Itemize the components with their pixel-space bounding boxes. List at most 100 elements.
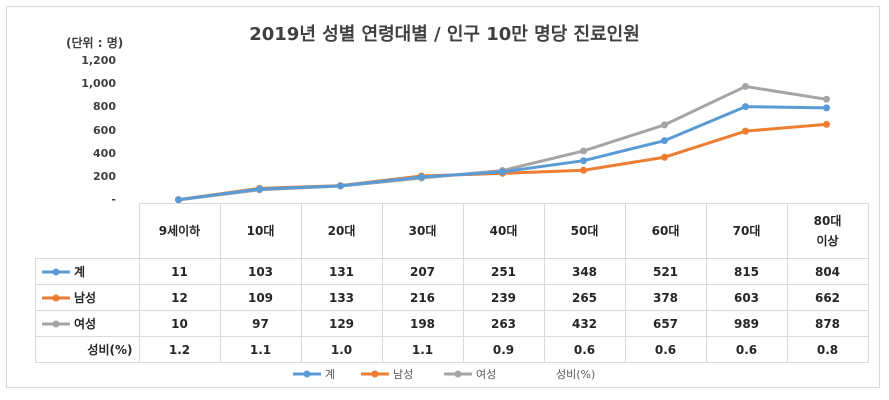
- category-label: 80대 이상: [786, 203, 869, 259]
- legend-key-icon: [361, 370, 389, 378]
- table-cell: 129: [300, 310, 383, 337]
- data-point: [337, 182, 344, 190]
- unit-label: (단위 : 명): [66, 36, 124, 50]
- table-cell: 0.6: [705, 336, 788, 363]
- data-point: [499, 168, 506, 176]
- table-cell: 1.1: [219, 336, 302, 363]
- table-cell: 878: [786, 310, 869, 337]
- table-corner-cell: [35, 203, 140, 259]
- legend-key-icon: [42, 294, 70, 301]
- table-cell: 804: [786, 258, 869, 285]
- legend-label: 여성: [476, 368, 497, 381]
- table-cell: 0.8: [786, 336, 869, 363]
- legend-label: 남성: [393, 368, 414, 381]
- category-label: 60대: [624, 203, 707, 259]
- data-point: [580, 166, 587, 174]
- row-label: 남성: [74, 291, 97, 305]
- legend-label: 계: [325, 368, 336, 381]
- table-cell: 0.6: [543, 336, 626, 363]
- table-cell: 11: [138, 258, 221, 285]
- category-label: 40대: [462, 203, 545, 259]
- category-label: 70대: [705, 203, 788, 259]
- y-tick-label: 1,000: [81, 77, 116, 91]
- data-point: [823, 95, 830, 103]
- table-cell: 378: [624, 284, 707, 311]
- data-point: [175, 196, 182, 204]
- legend-key-icon: [42, 320, 70, 327]
- y-tick-label: 200: [93, 169, 116, 183]
- legend-key-icon: [42, 268, 70, 275]
- table-cell: 239: [462, 284, 545, 311]
- row-label: 여성: [74, 317, 97, 331]
- table-cell: 133: [300, 284, 383, 311]
- table-cell: 198: [381, 310, 464, 337]
- data-point: [580, 157, 587, 165]
- table-row: 여성 10 97 129 198 263 432 657 989 878: [35, 310, 869, 337]
- row-label-cell: 남성: [35, 284, 140, 311]
- table-cell: 0.6: [624, 336, 707, 363]
- y-tick-label: 400: [93, 146, 116, 160]
- table-cell: 1.2: [138, 336, 221, 363]
- table-cell: 251: [462, 258, 545, 285]
- legend-label: 성비(%): [556, 368, 596, 381]
- legend-key-icon: [444, 370, 472, 378]
- table-cell: 1.1: [381, 336, 464, 363]
- row-label: 성비(%): [87, 343, 133, 357]
- y-tick-label: 1,200: [81, 54, 116, 67]
- data-point: [742, 127, 749, 135]
- table-cell: 12: [138, 284, 221, 311]
- series-line-0: [178, 105, 827, 202]
- data-point: [823, 104, 830, 112]
- data-point: [580, 147, 587, 155]
- table-header-row: 9세이하 10대 20대 30대 40대 50대 60대 70대 80대 이상: [35, 203, 869, 259]
- data-point: [661, 153, 668, 161]
- table-cell: 348: [543, 258, 626, 285]
- table-cell: 432: [543, 310, 626, 337]
- category-label: 20대: [300, 203, 383, 259]
- table-row: 남성 12 109 133 216 239 265 378 603 662: [35, 284, 869, 311]
- data-point: [823, 120, 830, 128]
- y-tick-label: 800: [93, 100, 116, 114]
- category-label: 9세이하: [138, 203, 221, 259]
- category-label: 50대: [543, 203, 626, 259]
- table-cell: 103: [219, 258, 302, 285]
- table-cell: 657: [624, 310, 707, 337]
- legend-item: 여성: [443, 366, 496, 382]
- data-table: 9세이하 10대 20대 30대 40대 50대 60대 70대 80대 이상 계 11 103 131…: [35, 203, 869, 363]
- table-cell: 815: [705, 258, 788, 285]
- table-cell: 216: [381, 284, 464, 311]
- data-point: [661, 137, 668, 145]
- table-cell: 109: [219, 284, 302, 311]
- table-cell: 263: [462, 310, 545, 337]
- category-label: 10대: [219, 203, 302, 259]
- table-cell: 10: [138, 310, 221, 337]
- table-cell: 989: [705, 310, 788, 337]
- table-cell: 1.0: [300, 336, 383, 363]
- row-label-cell: 여성: [35, 310, 140, 337]
- table-row: 성비(%) 1.2 1.1 1.0 1.1 0.9 0.6 0.6 0.6 0.8: [35, 336, 869, 363]
- y-tick-label: 600: [93, 123, 116, 137]
- table-cell: 265: [543, 284, 626, 311]
- table-cell: 662: [786, 284, 869, 311]
- row-label-cell: 계: [35, 258, 140, 285]
- data-point: [742, 103, 749, 111]
- category-label: 30대: [381, 203, 464, 259]
- row-label: 계: [74, 265, 86, 279]
- table-cell: 603: [705, 284, 788, 311]
- legend-key-icon: [293, 370, 321, 378]
- data-point: [661, 121, 668, 129]
- table-cell: 207: [381, 258, 464, 285]
- legend-item: 남성: [360, 366, 413, 382]
- data-point: [256, 185, 263, 193]
- row-label-cell: 성비(%): [35, 336, 140, 363]
- data-point: [742, 82, 749, 90]
- table-cell: 0.9: [462, 336, 545, 363]
- series-line-2: [178, 84, 827, 202]
- chart-title: 2019년 성별 연령대별 / 인구 10만 명당 진료인원: [249, 24, 640, 45]
- table-row: 계 11 103 131 207 251 348 521 815 804: [35, 258, 869, 285]
- legend-item: 계: [292, 366, 335, 382]
- table-cell: 97: [219, 310, 302, 337]
- y-tick-label: -: [111, 193, 116, 206]
- data-point: [418, 173, 425, 181]
